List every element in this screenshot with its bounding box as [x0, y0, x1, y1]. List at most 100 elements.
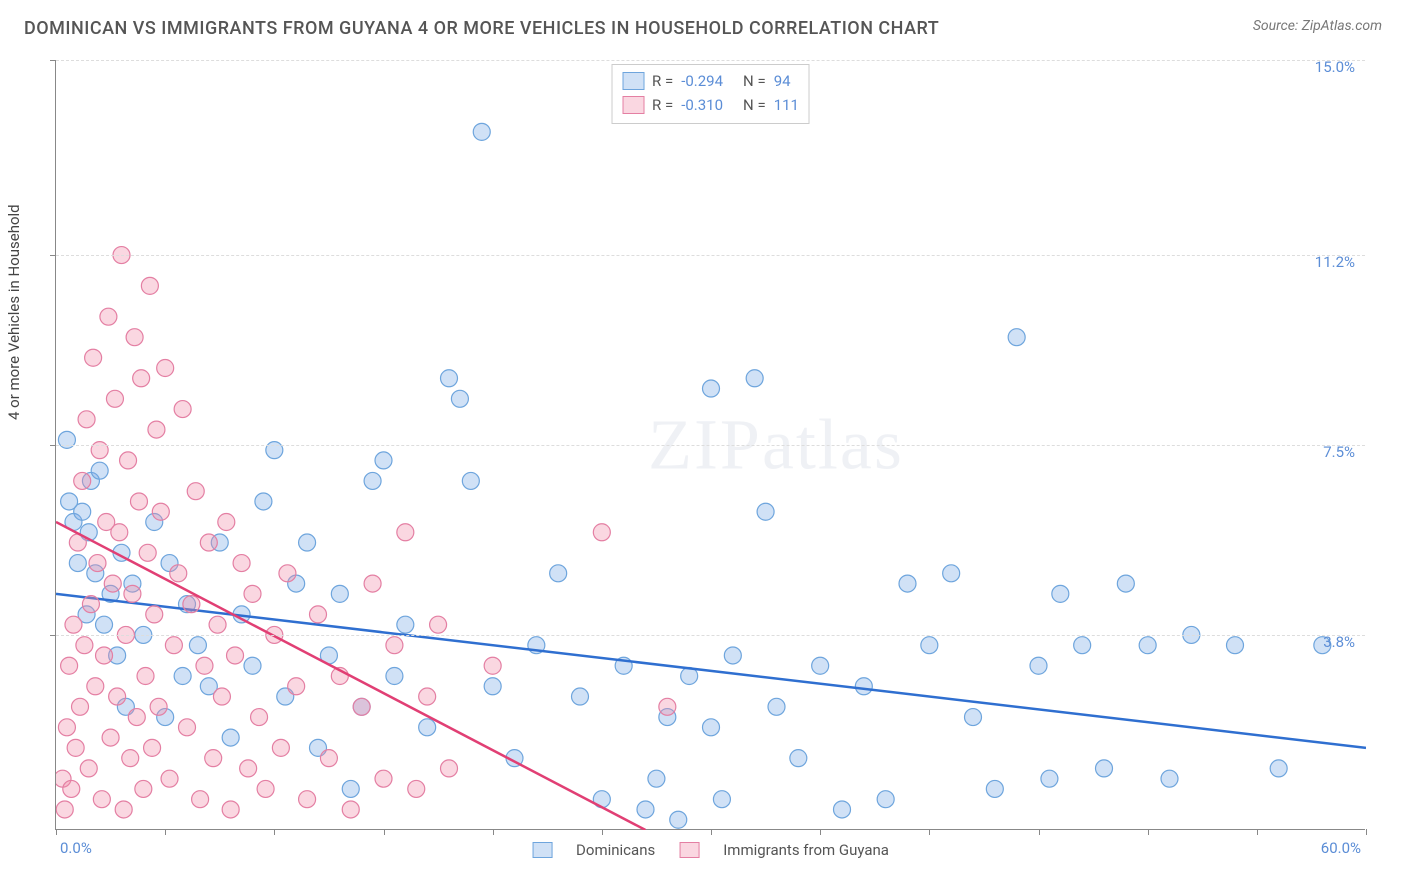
- scatter-point: [257, 780, 274, 797]
- gridline: [56, 635, 1365, 636]
- scatter-point: [244, 657, 261, 674]
- scatter-point: [320, 750, 337, 767]
- scatter-point: [89, 555, 106, 572]
- x-tick: [1366, 829, 1367, 835]
- scatter-point: [137, 668, 154, 685]
- scatter-point: [69, 555, 86, 572]
- scatter-point: [209, 616, 226, 633]
- scatter-point: [63, 780, 80, 797]
- scatter-point: [1227, 637, 1244, 654]
- scatter-point: [451, 390, 468, 407]
- r-label: R =: [652, 93, 673, 117]
- scatter-point: [899, 575, 916, 592]
- scatter-point: [1041, 770, 1058, 787]
- chart-title: DOMINICAN VS IMMIGRANTS FROM GUYANA 4 OR…: [24, 18, 939, 39]
- scatter-point: [746, 370, 763, 387]
- scatter-point: [74, 503, 91, 520]
- scatter-point: [170, 565, 187, 582]
- scatter-point: [130, 493, 147, 510]
- scatter-point: [943, 565, 960, 582]
- scatter-point: [484, 678, 501, 695]
- scatter-point: [222, 801, 239, 818]
- scatter-point: [152, 503, 169, 520]
- scatter-point: [135, 780, 152, 797]
- scatter-point: [187, 483, 204, 500]
- scatter-point: [965, 709, 982, 726]
- scatter-point: [288, 678, 305, 695]
- scatter-point: [120, 452, 137, 469]
- scatter-point: [353, 698, 370, 715]
- bottom-legend: Dominicans Immigrants from Guyana: [532, 841, 889, 859]
- scatter-point: [342, 801, 359, 818]
- x-tick: [1257, 829, 1258, 835]
- y-tick-label: 11.2%: [1315, 253, 1355, 271]
- scatter-point: [550, 565, 567, 582]
- legend-swatch-pink: [622, 96, 644, 114]
- scatter-point: [419, 688, 436, 705]
- scatter-point: [397, 616, 414, 633]
- scatter-point: [593, 524, 610, 541]
- n-value-1: 111: [774, 93, 799, 117]
- x-tick: [820, 829, 821, 835]
- scatter-point: [877, 791, 894, 808]
- scatter-point: [189, 637, 206, 654]
- scatter-point: [104, 575, 121, 592]
- gridline: [56, 445, 1365, 446]
- stats-row-1: R = -0.310 N = 111: [622, 93, 799, 117]
- scatter-point: [106, 390, 123, 407]
- scatter-point: [58, 719, 75, 736]
- scatter-point: [1096, 760, 1113, 777]
- y-tick: [50, 255, 56, 256]
- scatter-point: [78, 411, 95, 428]
- r-value-0: -0.294: [681, 69, 723, 93]
- y-axis-label: 4 or more Vehicles in Household: [5, 204, 23, 420]
- scatter-point: [251, 709, 268, 726]
- scatter-point: [61, 657, 78, 674]
- scatter-point: [757, 503, 774, 520]
- scatter-point: [150, 698, 167, 715]
- scatter-point: [331, 585, 348, 602]
- y-tick-label: 3.8%: [1323, 633, 1355, 651]
- scatter-point: [430, 616, 447, 633]
- scatter-point: [375, 452, 392, 469]
- scatter-point: [85, 349, 102, 366]
- x-tick: [165, 829, 166, 835]
- scatter-point: [648, 770, 665, 787]
- scatter-point: [703, 719, 720, 736]
- scatter-point: [703, 380, 720, 397]
- scatter-point: [91, 462, 108, 479]
- y-tick: [50, 635, 56, 636]
- scatter-point: [100, 308, 117, 325]
- scatter-point: [279, 565, 296, 582]
- scatter-point: [713, 791, 730, 808]
- scatter-point: [126, 329, 143, 346]
- scatter-point: [74, 472, 91, 489]
- scatter-point: [67, 739, 84, 756]
- scatter-point: [364, 575, 381, 592]
- scatter-point: [310, 606, 327, 623]
- x-tick: [56, 829, 57, 835]
- scatter-point: [192, 791, 209, 808]
- x-tick: [1148, 829, 1149, 835]
- y-tick-label: 7.5%: [1323, 443, 1355, 461]
- scatter-point: [102, 729, 119, 746]
- scatter-point: [96, 616, 113, 633]
- scatter-point: [364, 472, 381, 489]
- scatter-point: [109, 688, 126, 705]
- scatter-point: [213, 688, 230, 705]
- scatter-point: [148, 421, 165, 438]
- legend-label-0: Dominicans: [576, 841, 655, 859]
- scatter-point: [227, 647, 244, 664]
- scatter-point: [419, 719, 436, 736]
- scatter-point: [768, 698, 785, 715]
- scatter-point: [80, 760, 97, 777]
- scatter-point: [572, 688, 589, 705]
- scatter-point: [1117, 575, 1134, 592]
- n-label: N =: [743, 93, 766, 117]
- scatter-point: [165, 637, 182, 654]
- y-tick-label: 15.0%: [1315, 58, 1355, 76]
- scatter-point: [272, 739, 289, 756]
- scatter-point: [299, 534, 316, 551]
- scatter-point: [462, 472, 479, 489]
- scatter-point: [244, 585, 261, 602]
